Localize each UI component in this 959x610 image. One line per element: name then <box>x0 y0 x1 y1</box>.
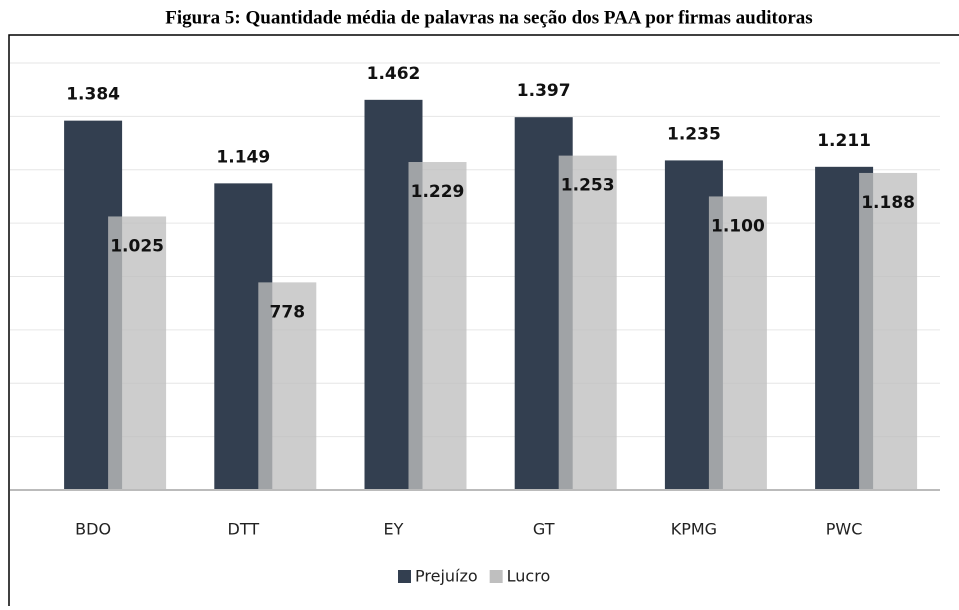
bar <box>708 196 767 490</box>
bar <box>859 172 918 490</box>
chart-title: Figura 5: Quantidade média de palavras n… <box>165 7 812 28</box>
x-tick-label: BDO <box>75 520 111 539</box>
data-label: 1.025 <box>110 236 164 256</box>
data-label: 1.149 <box>216 147 270 167</box>
x-tick-label: GT <box>533 520 555 539</box>
x-tick-label: DTT <box>228 520 260 539</box>
bar <box>258 282 317 490</box>
data-label: 1.397 <box>517 81 571 101</box>
data-label: 1.235 <box>667 124 721 144</box>
bar <box>558 155 617 490</box>
data-label: 1.462 <box>367 64 421 84</box>
data-label: 1.253 <box>561 176 615 196</box>
legend-label: Prejuízo <box>415 567 478 586</box>
data-label: 1.100 <box>711 216 765 236</box>
bar <box>408 162 467 490</box>
data-label: 1.384 <box>66 85 120 105</box>
x-tick-label: PWC <box>826 520 863 539</box>
legend-label: Lucro <box>507 567 551 586</box>
x-tick-label: KPMG <box>671 520 717 539</box>
legend-swatch <box>489 570 503 583</box>
data-label: 1.211 <box>817 131 871 151</box>
frame <box>8 34 959 606</box>
data-label: 778 <box>270 302 306 322</box>
data-label: 1.188 <box>861 193 915 213</box>
data-label: 1.229 <box>411 182 465 202</box>
bar <box>108 216 167 490</box>
legend-swatch <box>398 570 411 583</box>
x-tick-label: EY <box>384 520 404 539</box>
